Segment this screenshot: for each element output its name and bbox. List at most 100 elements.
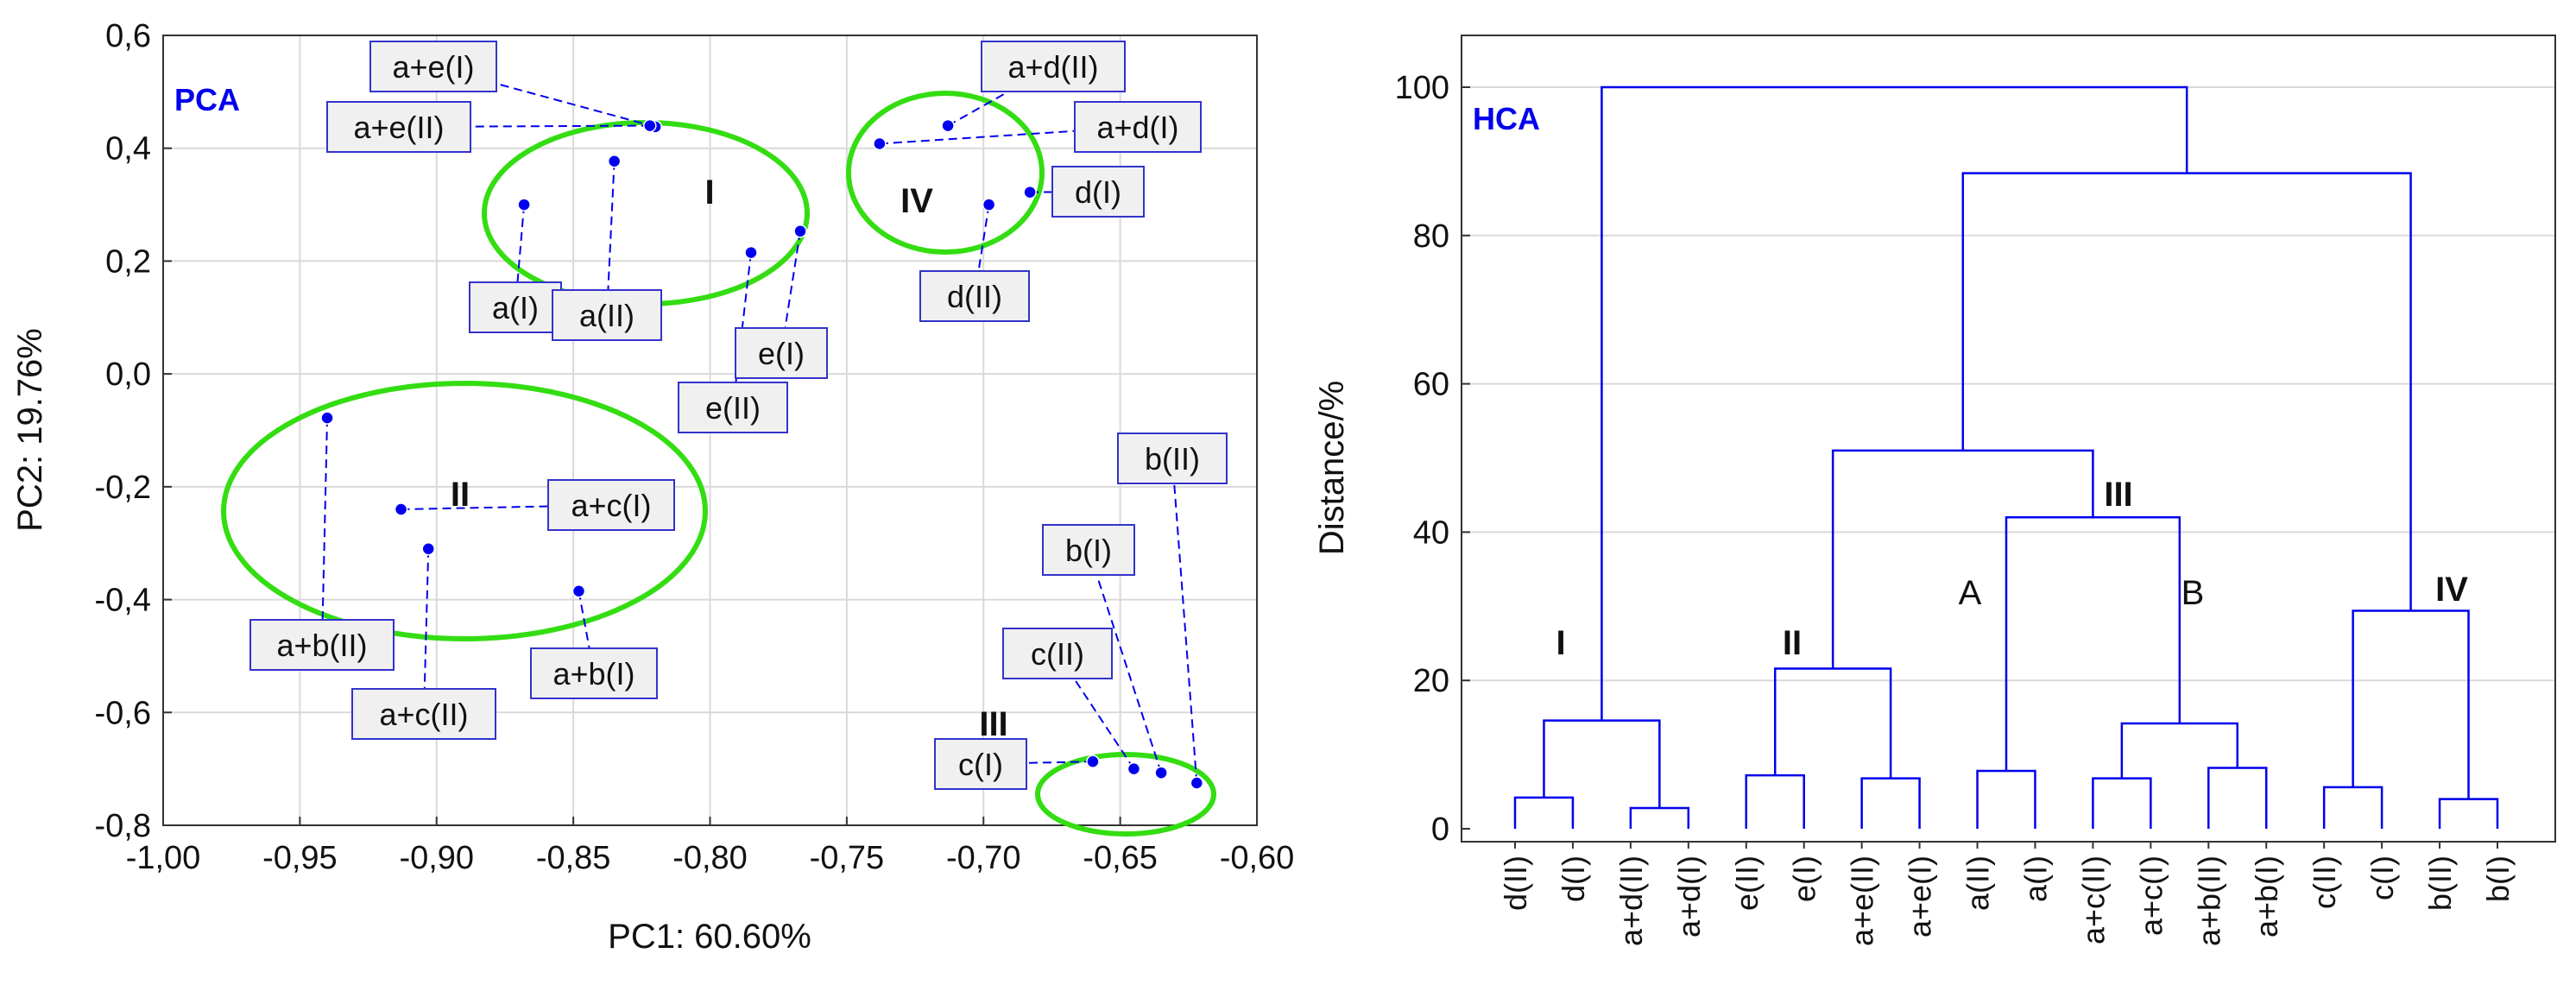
pca-panel: -1,00 -0,95 -0,90 -0,85 -0,80 -0,75 -0,70 -0,65…: [11, 18, 1294, 956]
pca-x-tick-label: -1,00: [126, 840, 201, 876]
hca-panel-label: HCA: [1473, 101, 1540, 136]
pca-label-text: c(II): [1031, 636, 1084, 672]
hca-merge-1: [1629, 806, 1690, 829]
hca-cluster-label-IV: IV: [2435, 571, 2468, 609]
hca-leaf-label-a-ii: a(II): [1960, 856, 1996, 911]
hca-y-tick-label: 80: [1413, 218, 1449, 255]
pca-point-a-c-ii: [421, 542, 435, 556]
pca-x-tick-label: -0,75: [810, 840, 885, 876]
hca-leaf-label-d-ii: d(II): [1498, 856, 1533, 911]
pca-point-a-d-ii: [941, 118, 955, 133]
pca-point-e-i: [793, 224, 807, 238]
pca-label-box: [1042, 524, 1135, 576]
hca-subcluster-label-A: A: [1959, 574, 1982, 612]
hca-leaf-label-b-i: b(I): [2480, 856, 2516, 902]
hca-leaf-label-a-c-i: a+c(I): [2133, 856, 2169, 936]
pca-label-a-e-i: a+e(I): [369, 41, 497, 92]
pca-point-a-e-ii: [643, 118, 657, 133]
pca-point-b-ii: [1190, 776, 1204, 790]
pca-y-tick-label: 0,2: [105, 243, 151, 280]
hca-leaf-label-a-b-ii: a+b(II): [2191, 856, 2226, 946]
pca-label-text: a(II): [579, 298, 635, 333]
hca-merge-6: [2207, 767, 2268, 829]
pca-label-b-ii: b(II): [1117, 433, 1228, 484]
pca-leader-b-ii: [1171, 458, 1198, 784]
pca-point-d-ii: [982, 198, 996, 212]
hca-dendrogram: [1513, 85, 2499, 829]
pca-label-a-i: a(I): [469, 281, 562, 333]
pca-point-a-b-ii: [320, 411, 334, 425]
pca-cluster-label-I: I: [704, 174, 714, 212]
pca-label-box: [249, 619, 395, 671]
pca-label-text: e(II): [705, 390, 761, 426]
pca-label-d-i: d(I): [1051, 166, 1145, 218]
pca-label-a-d-i: a+d(I): [1074, 101, 1202, 153]
pca-label-box: [1074, 101, 1202, 153]
hca-leaf-label-a-c-ii: a+c(II): [2075, 856, 2111, 944]
hca-leaf-label-a-e-i: a+e(I): [1903, 856, 1938, 938]
pca-x-tick-label: -0,65: [1083, 840, 1158, 876]
pca-label-box: [678, 382, 788, 433]
pca-y-ticks: 0,6 0,4 0,2 0,0 -0,2 -0,4 -0,6 -0,8: [95, 18, 172, 844]
pca-point-a-c-i: [394, 502, 408, 516]
hca-leaf-label-a-d-ii: a+d(II): [1613, 856, 1649, 946]
pca-y-tick-label: -0,4: [95, 583, 151, 619]
pca-label-box: [552, 289, 662, 341]
hca-merge-12: [2005, 515, 2181, 771]
pca-label-box: [547, 479, 675, 531]
pca-label-text: c(I): [958, 747, 1003, 782]
pca-label-text: a+b(II): [276, 628, 367, 663]
pca-label-box: [351, 688, 496, 740]
pca-label-box: [530, 647, 658, 699]
pca-panel-label: PCA: [174, 82, 240, 117]
pca-point-c-ii: [1127, 761, 1141, 776]
pca-cluster-label-III: III: [979, 705, 1007, 743]
pca-label-d-ii: d(II): [919, 270, 1030, 322]
pca-x-tick-label: -0,95: [262, 840, 338, 876]
pca-x-tick-label: -0,70: [946, 840, 1021, 876]
pca-label-a-d-ii: a+d(II): [981, 41, 1126, 92]
pca-y-tick-label: -0,6: [95, 695, 151, 731]
pca-point-e-ii: [744, 245, 758, 260]
hca-leaf-label-e-ii: e(II): [1729, 856, 1765, 911]
pca-point-c-i: [1086, 755, 1100, 768]
pca-label-box: [934, 738, 1027, 790]
hca-leaf-label-a-e-ii: a+e(II): [1845, 856, 1880, 946]
hca-leaf-label-a-d-i: a+d(I): [1671, 856, 1707, 938]
pca-point-b-i: [1154, 766, 1168, 780]
pca-leader-b-i: [1088, 549, 1163, 773]
pca-label-text: a+e(II): [353, 110, 444, 145]
pca-y-tick-label: 0,6: [105, 18, 151, 54]
pca-point-a-b-i: [571, 584, 586, 598]
pca-label-text: a+e(I): [392, 49, 474, 85]
pca-x-tick-label: -0,85: [536, 840, 611, 876]
hca-merge-4: [1976, 769, 2036, 829]
hca-merge-3: [1860, 777, 1921, 829]
pca-label-box: [919, 270, 1030, 322]
pca-label-text: d(II): [947, 279, 1002, 314]
cluster-IV-ellipse: [846, 91, 1045, 255]
pca-label-text: a+b(I): [552, 656, 635, 691]
hca-grid: [1462, 86, 2555, 682]
pca-y-tick-label: 0,0: [105, 357, 151, 393]
pca-label-text: a(I): [492, 290, 539, 325]
pca-cluster-label-IV: IV: [900, 182, 933, 220]
pca-label-box: [369, 41, 497, 92]
hca-merge-7: [2322, 786, 2383, 829]
pca-x-ticks: -1,00 -0,95 -0,90 -0,85 -0,80 -0,75 -0,70 -0,65…: [126, 817, 1295, 876]
hca-merge-2: [1745, 773, 1805, 829]
pca-label-a-c-i: a+c(I): [547, 479, 675, 531]
hca-y-tick-label: 40: [1413, 515, 1449, 551]
pca-x-tick-label: -0,60: [1220, 840, 1295, 876]
hca-y-ticks: 0 20 40 60 80 100: [1395, 70, 1470, 848]
hca-leaf-label-c-i: c(I): [2364, 856, 2400, 900]
hca-plot-frame: [1461, 35, 2556, 843]
pca-label-text: d(I): [1075, 174, 1121, 210]
pca-label-b-i: b(I): [1042, 524, 1135, 576]
pca-x-tick-label: -0,90: [399, 840, 474, 876]
hca-merge-9: [1543, 719, 1661, 808]
pca-label-c-i: c(I): [934, 738, 1027, 790]
pca-leader-a-b-ii: [321, 418, 329, 646]
pca-label-a-ii: a(II): [552, 289, 662, 341]
